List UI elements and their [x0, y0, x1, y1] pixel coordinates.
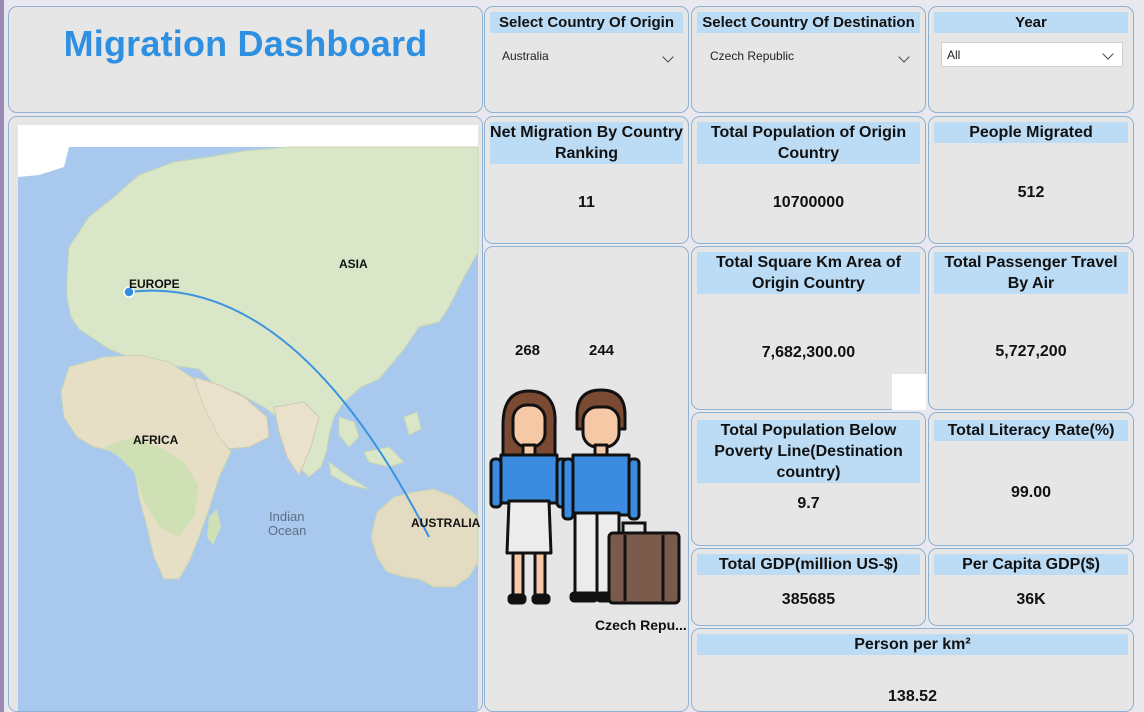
year-slicer[interactable]: Year All — [928, 6, 1134, 113]
sea-islands — [328, 411, 422, 490]
destination-slicer-label: Select Country Of Destination — [697, 12, 920, 33]
white-square — [892, 374, 926, 410]
destination-dropdown[interactable]: Czech Republic — [710, 49, 918, 69]
chevron-down-icon[interactable] — [898, 51, 910, 63]
net-migration-value: 11 — [578, 194, 595, 211]
migration-route — [128, 289, 430, 538]
gdp-per-capita-title: Per Capita GDP($) — [934, 554, 1128, 575]
gdp-per-capita-value: 36K — [1016, 591, 1046, 608]
dashboard-title: Migration Dashboard — [63, 23, 428, 64]
female-count: 268 — [515, 342, 541, 359]
madagascar-land — [207, 509, 221, 545]
area-value: 7,682,300.00 — [761, 344, 856, 361]
literacy-value: 99.00 — [1010, 484, 1052, 501]
chevron-down-icon[interactable] — [662, 51, 674, 63]
world-map[interactable]: EUROPE ASIA AFRICA AUSTRALIA Indian Ocea… — [9, 117, 483, 712]
total-population-card: Total Population of Origin Country 10700… — [691, 116, 926, 244]
gdp-per-capita-card: Per Capita GDP($) 36K — [928, 548, 1134, 626]
map-label-europe: EUROPE — [129, 277, 180, 291]
air-passengers-card: Total Passenger Travel By Air 5,727,200 — [928, 246, 1134, 410]
chevron-down-icon[interactable] — [1102, 48, 1114, 60]
density-title: Person per km² — [697, 634, 1128, 655]
india-land — [273, 401, 320, 477]
migrants-illustration — [489, 388, 681, 605]
people-migrated-title: People Migrated — [934, 122, 1128, 143]
suitcase-icon — [607, 521, 681, 605]
destination-dropdown-value: Czech Republic — [710, 49, 795, 63]
map-label-indian-ocean-1: Indian — [269, 509, 304, 524]
destination-country-label: Czech Repu... — [595, 617, 687, 633]
literacy-title: Total Literacy Rate(%) — [934, 420, 1128, 441]
total-population-value: 10700000 — [772, 194, 845, 211]
poverty-value: 9.7 — [797, 495, 820, 512]
origin-slicer[interactable]: Select Country Of Origin Australia — [484, 6, 689, 113]
year-dropdown-value: All — [947, 48, 961, 62]
map-label-africa: AFRICA — [133, 433, 179, 447]
literacy-card: Total Literacy Rate(%) 99.00 — [928, 412, 1134, 546]
map-label-asia: ASIA — [339, 257, 368, 271]
people-migrated-value: 512 — [1017, 184, 1045, 201]
air-passengers-title: Total Passenger Travel By Air — [934, 252, 1128, 294]
gdp-value: 385685 — [781, 591, 836, 608]
year-slicer-label: Year — [934, 12, 1128, 33]
origin-point[interactable] — [123, 286, 135, 298]
area-title: Total Square Km Area of Origin Country — [697, 252, 920, 294]
destination-slicer[interactable]: Select Country Of Destination Czech Repu… — [691, 6, 926, 113]
map-label-australia: AUSTRALIA — [411, 516, 481, 530]
people-migrated-card: People Migrated 512 — [928, 116, 1134, 244]
net-migration-title: Net Migration By Country Ranking — [490, 122, 683, 164]
greenland-land — [18, 147, 69, 177]
woman-icon — [489, 389, 569, 605]
map-label-indian-ocean-2: Ocean — [268, 523, 306, 538]
male-count: 244 — [589, 342, 615, 359]
gdp-title: Total GDP(million US-$) — [697, 554, 920, 575]
poverty-card: Total Population Below Poverty Line(Dest… — [691, 412, 926, 546]
density-value: 138.52 — [888, 688, 937, 705]
year-dropdown[interactable]: All — [941, 42, 1123, 67]
air-passengers-value: 5,727,200 — [995, 343, 1067, 360]
poverty-title: Total Population Below Poverty Line(Dest… — [697, 420, 920, 483]
origin-dropdown[interactable]: Australia — [502, 49, 682, 69]
total-population-title: Total Population of Origin Country — [697, 122, 920, 164]
gdp-card: Total GDP(million US-$) 385685 — [691, 548, 926, 626]
origin-dropdown-value: Australia — [502, 49, 549, 63]
map-top-band — [18, 125, 478, 147]
title-tile: Migration Dashboard — [8, 6, 483, 113]
map-tile[interactable]: EUROPE ASIA AFRICA AUSTRALIA Indian Ocea… — [8, 116, 483, 712]
density-card: Person per km² 138.52 — [691, 628, 1134, 712]
origin-slicer-label: Select Country Of Origin — [490, 12, 683, 33]
africa-green — [104, 437, 199, 537]
window-edge — [0, 0, 4, 712]
area-card: Total Square Km Area of Origin Country 7… — [691, 246, 926, 410]
net-migration-card: Net Migration By Country Ranking 11 — [484, 116, 689, 244]
australia-land — [370, 488, 479, 588]
people-visual-tile: 268 244 — [484, 246, 689, 712]
